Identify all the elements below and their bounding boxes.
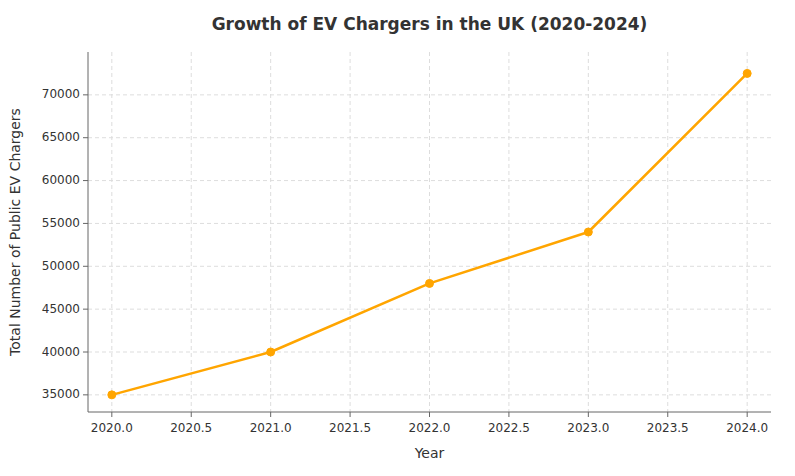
axes: 35000 40000 45000 50000 55000 60000 65000 70000… <box>42 52 771 435</box>
x-tick-label: 2022.5 <box>488 421 530 435</box>
x-grid-line <box>111 52 112 412</box>
marker <box>584 228 592 236</box>
y-tick-label: 50000 <box>42 259 80 273</box>
y-tick-label: 60000 <box>42 173 80 187</box>
x-grid-line <box>191 52 192 412</box>
marker <box>267 348 275 356</box>
y-tick <box>83 309 88 310</box>
x-tick <box>429 412 430 417</box>
y-tick <box>83 394 88 395</box>
series <box>108 69 751 398</box>
x-tick <box>747 412 748 417</box>
y-tick <box>83 180 88 181</box>
x-grid-line <box>667 52 668 412</box>
grid <box>88 52 771 412</box>
x-tick-label: 2024.0 <box>726 421 768 435</box>
marker <box>426 279 434 287</box>
y-tick-label: 40000 <box>42 345 80 359</box>
x-tick-label: 2023.0 <box>567 421 609 435</box>
y-axis-line <box>88 52 89 412</box>
y-grid-line <box>88 352 771 353</box>
x-tick-label: 2022.0 <box>409 421 451 435</box>
y-tick-label: 35000 <box>42 387 80 401</box>
x-grid-line <box>270 52 271 412</box>
page: {"chart_data": {"type": "line", "title":… <box>0 0 795 476</box>
y-tick-label: 55000 <box>42 216 80 230</box>
y-axis-label: Total Number of Public EV Chargers <box>7 108 23 357</box>
x-tick <box>191 412 192 417</box>
y-tick-label: 70000 <box>42 87 80 101</box>
x-grid-line <box>508 52 509 412</box>
chart: 35000 40000 45000 50000 55000 60000 65000 70000… <box>0 0 795 476</box>
marker <box>108 391 116 399</box>
y-tick-label: 65000 <box>42 130 80 144</box>
x-tick <box>111 412 112 417</box>
y-tick <box>83 352 88 353</box>
y-tick <box>83 223 88 224</box>
title: Growth of EV Chargers in the UK (2020-20… <box>212 14 648 34</box>
chart-container: 35000 40000 45000 50000 55000 60000 65000 70000… <box>0 0 795 476</box>
x-tick-label: 2021.0 <box>250 421 292 435</box>
x-tick-label: 2020.0 <box>91 421 133 435</box>
x-tick <box>270 412 271 417</box>
x-tick <box>508 412 509 417</box>
x-tick <box>588 412 589 417</box>
x-tick-label: 2023.5 <box>647 421 689 435</box>
y-tick <box>83 137 88 138</box>
y-tick <box>83 94 88 95</box>
x-axis-label: Year <box>414 445 445 461</box>
x-tick-label: 2020.5 <box>170 421 212 435</box>
y-tick <box>83 266 88 267</box>
y-grid-line <box>88 309 771 310</box>
x-grid-line <box>350 52 351 412</box>
x-tick <box>350 412 351 417</box>
x-grid-line <box>747 52 748 412</box>
y-tick-label: 45000 <box>42 302 80 316</box>
x-tick <box>667 412 668 417</box>
line <box>112 73 747 394</box>
marker <box>743 69 751 77</box>
x-tick-label: 2021.5 <box>329 421 371 435</box>
x-axis-line <box>88 412 771 413</box>
x-grid-line <box>429 52 430 412</box>
